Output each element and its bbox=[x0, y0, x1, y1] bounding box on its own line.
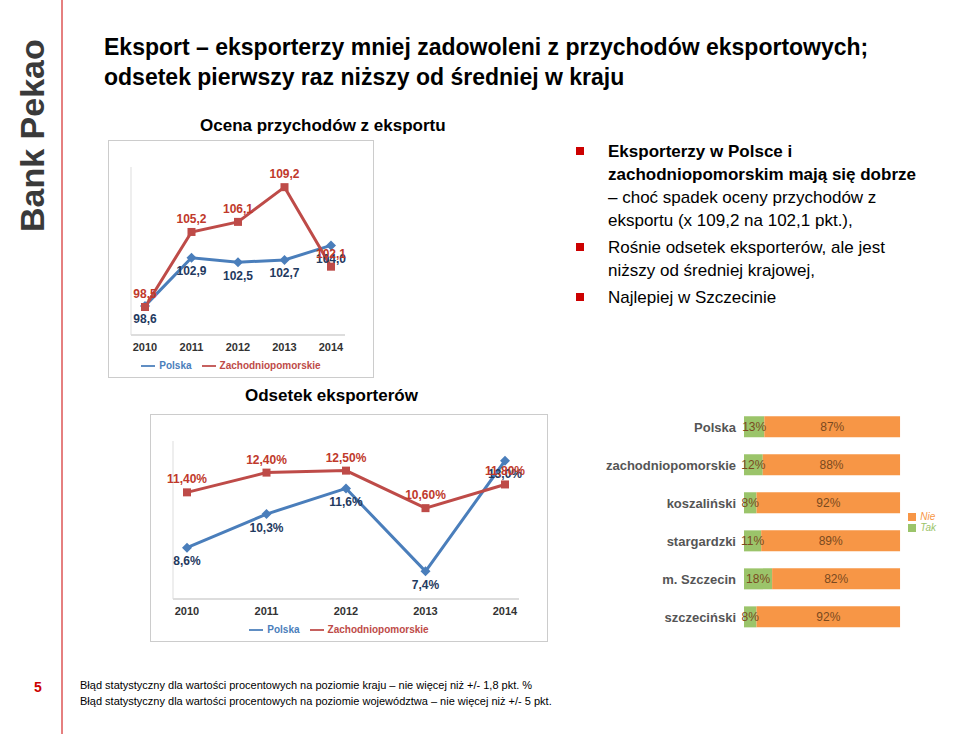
html-text:Zachodniopomorskie: Zachodniopomorskie bbox=[219, 359, 321, 371]
svg-text:10,60%: 10,60% bbox=[405, 488, 446, 502]
svg-text:88%: 88% bbox=[819, 458, 843, 472]
svg-text:98,6: 98,6 bbox=[133, 312, 157, 326]
html-text:Błąd statystyczny dla wartości: Błąd statystyczny dla wartości procentow… bbox=[80, 695, 552, 707]
svg-text:szczeciński: szczeciński bbox=[664, 610, 736, 625]
html-text:Tak: Tak bbox=[920, 522, 936, 533]
svg-text:2012: 2012 bbox=[226, 341, 250, 353]
svg-text:82%: 82% bbox=[824, 572, 848, 586]
svg-text:102,5: 102,5 bbox=[223, 269, 253, 283]
svg-text:18%: 18% bbox=[746, 572, 770, 586]
svg-text:2014: 2014 bbox=[319, 341, 344, 353]
svg-text:11,80%: 11,80% bbox=[485, 464, 525, 478]
html-text:Nie: Nie bbox=[920, 511, 936, 522]
svg-text:8,6%: 8,6% bbox=[173, 554, 201, 568]
svg-text:12,50%: 12,50% bbox=[326, 451, 367, 465]
html-text:Odsetek eksporterów: Odsetek eksporterów bbox=[245, 386, 418, 405]
svg-text:2012: 2012 bbox=[334, 605, 358, 617]
svg-text:12%: 12% bbox=[741, 458, 765, 472]
svg-text:2014: 2014 bbox=[493, 605, 518, 617]
svg-text:2011: 2011 bbox=[180, 341, 204, 353]
html-text:Polska: Polska bbox=[159, 359, 192, 371]
svg-text:98,5: 98,5 bbox=[133, 287, 157, 301]
svg-text:2011: 2011 bbox=[255, 605, 279, 617]
svg-text:102,7: 102,7 bbox=[269, 266, 299, 280]
svg-text:92%: 92% bbox=[816, 610, 840, 624]
svg-text:105,2: 105,2 bbox=[176, 212, 206, 226]
svg-text:8%: 8% bbox=[742, 496, 760, 510]
html-text:Eksport – eksporterzy mniej za: Eksport – eksporterzy mniej zadowoleni z… bbox=[104, 34, 869, 90]
svg-text:2010: 2010 bbox=[175, 605, 199, 617]
svg-text:13%: 13% bbox=[742, 420, 766, 434]
html-text:– choć spadek oceny przychodów: – choć spadek oceny przychodów z eksport… bbox=[608, 188, 877, 230]
svg-text:Bank Pekao: Bank Pekao bbox=[13, 39, 51, 232]
svg-text:109,2: 109,2 bbox=[269, 167, 299, 181]
svg-text:5: 5 bbox=[34, 679, 42, 695]
html-text:Rośnie odsetek eksporterów, al: Rośnie odsetek eksporterów, ale jest niż… bbox=[608, 238, 885, 280]
html-text:Polska: Polska bbox=[267, 623, 300, 635]
html-text:Najlepiej w Szczecinie: Najlepiej w Szczecinie bbox=[608, 288, 777, 307]
svg-text:zachodniopomorskie: zachodniopomorskie bbox=[606, 458, 736, 473]
svg-text:10,3%: 10,3% bbox=[249, 521, 283, 535]
svg-text:2013: 2013 bbox=[413, 605, 437, 617]
svg-text:89%: 89% bbox=[819, 534, 843, 548]
svg-text:102,1: 102,1 bbox=[316, 247, 346, 261]
html-text:Błąd statystyczny dla wartości: Błąd statystyczny dla wartości procentow… bbox=[80, 679, 533, 691]
svg-text:koszaliński: koszaliński bbox=[667, 496, 736, 511]
svg-text:7,4%: 7,4% bbox=[412, 578, 440, 592]
svg-text:m. Szczecin: m. Szczecin bbox=[662, 572, 736, 587]
svg-text:87%: 87% bbox=[820, 420, 844, 434]
svg-text:11,40%: 11,40% bbox=[167, 472, 207, 486]
svg-text:92%: 92% bbox=[816, 496, 840, 510]
svg-text:Polska: Polska bbox=[694, 420, 737, 435]
svg-text:102,9: 102,9 bbox=[176, 264, 206, 278]
svg-text:12,40%: 12,40% bbox=[246, 453, 287, 467]
svg-text:stargardzki: stargardzki bbox=[667, 534, 736, 549]
svg-text:11%: 11% bbox=[741, 534, 764, 548]
svg-text:11,6%: 11,6% bbox=[329, 495, 363, 509]
svg-text:8%: 8% bbox=[742, 610, 760, 624]
html-text:Zachodniopomorskie: Zachodniopomorskie bbox=[327, 623, 429, 635]
svg-text:2013: 2013 bbox=[272, 341, 296, 353]
html-text:Ocena przychodów z eksportu: Ocena przychodów z eksportu bbox=[200, 116, 446, 135]
html-text:Eksporterzy w Polsce i zachodn: Eksporterzy w Polsce i zachodniopomorski… bbox=[608, 142, 916, 184]
svg-text:106,1: 106,1 bbox=[223, 202, 253, 216]
svg-text:2010: 2010 bbox=[133, 341, 157, 353]
